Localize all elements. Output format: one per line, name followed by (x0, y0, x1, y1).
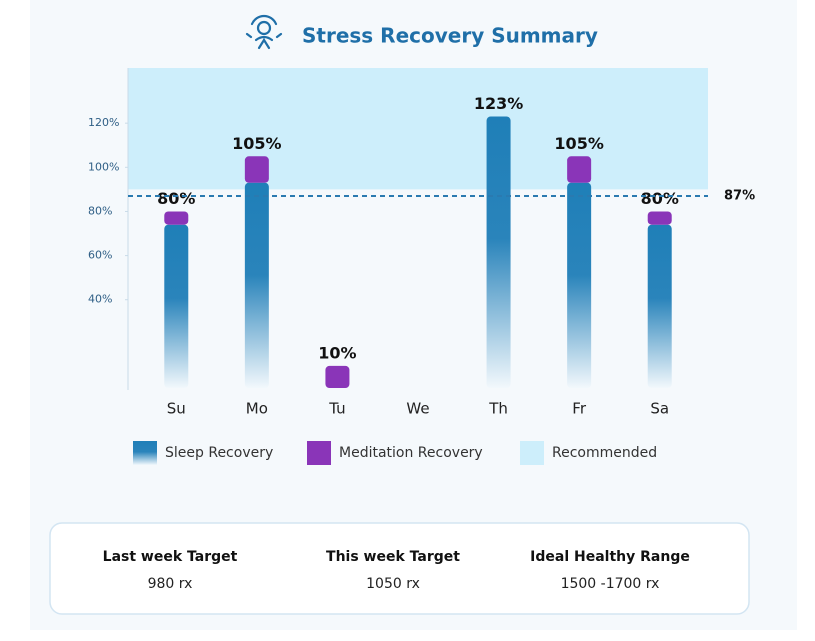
summary-title: Last week Target (103, 549, 238, 565)
x-tick-label: Fr (572, 400, 587, 418)
summary-title: This week Target (326, 549, 460, 565)
value-label: 105% (554, 134, 603, 153)
value-label: 105% (232, 134, 281, 153)
legend-label: Sleep Recovery (165, 445, 273, 461)
value-label: 80% (157, 189, 195, 208)
recommended-band (128, 68, 708, 190)
chart: 40% 60% 80% 100% 120% Su 80% Mo 105% Tu 10% We Th 123… (88, 68, 755, 465)
summary-card (49, 522, 750, 615)
y-tick-label: 120% (88, 116, 119, 129)
summary: Last week Target 980 rx This week Target 10… (103, 549, 690, 592)
chart-title: Stress Recovery Summary (302, 24, 598, 48)
meditation-bar (164, 211, 189, 225)
value-label: 123% (474, 94, 523, 113)
sleep-bar (164, 224, 189, 388)
value-label: 10% (318, 343, 356, 362)
x-tick-label: We (406, 400, 429, 418)
meditation-bar (647, 211, 672, 225)
meditation-bar (567, 156, 592, 183)
x-tick-label: Su (167, 400, 186, 418)
x-tick-label: Th (488, 400, 508, 418)
legend-swatch (520, 441, 544, 465)
reference-label: 87% (724, 189, 755, 204)
sleep-bar (567, 182, 592, 388)
legend-swatch (307, 441, 331, 465)
legend-swatch (133, 441, 157, 465)
sleep-bar (647, 224, 672, 388)
x-tick-label: Mo (246, 400, 268, 418)
legend-label: Recommended (552, 445, 657, 461)
sleep-bar (244, 182, 269, 388)
title-icon (245, 14, 283, 50)
meditation-bar (244, 156, 269, 183)
y-tick-label: 60% (88, 249, 112, 262)
summary-value: 980 rx (148, 576, 193, 592)
meditation-bar (325, 365, 350, 388)
sleep-bar (486, 116, 511, 388)
summary-value: 1050 rx (366, 576, 420, 592)
y-tick-label: 40% (88, 293, 112, 306)
y-tick-label: 80% (88, 204, 112, 217)
y-tick-label: 100% (88, 160, 119, 173)
summary-value: 1500 -1700 rx (561, 576, 660, 592)
value-label: 80% (641, 189, 679, 208)
summary-title: Ideal Healthy Range (530, 549, 690, 565)
x-tick-label: Sa (650, 400, 669, 418)
legend-label: Meditation Recovery (339, 445, 483, 461)
x-tick-label: Tu (328, 400, 345, 418)
